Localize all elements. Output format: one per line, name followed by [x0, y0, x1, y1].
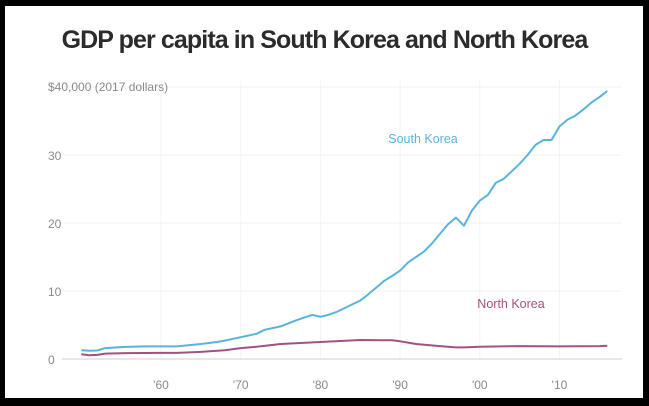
axes: 0 10 20 30 '60 '70 '80 '90 '00 '10: [48, 149, 622, 392]
chart-card: [5, 6, 643, 398]
series-line-south-korea: [81, 90, 608, 352]
y-tick-label: 30: [48, 149, 62, 163]
chart-title: GDP per capita in South Korea and North …: [61, 26, 589, 54]
y-axis-label: $40,000 (2017 dollars): [48, 80, 168, 94]
x-tick-label: '60: [153, 378, 169, 392]
x-tick-label: '90: [392, 378, 408, 392]
y-tick-label: 10: [48, 285, 62, 299]
x-tick-label: '80: [313, 378, 329, 392]
x-tick-label: '70: [233, 378, 249, 392]
y-tick-label: 20: [48, 217, 62, 231]
series-label-north-korea: North Korea: [477, 297, 544, 311]
gridlines: [62, 80, 622, 359]
series-label-south-korea: South Korea: [388, 132, 458, 146]
x-tick-label: '00: [472, 378, 488, 392]
x-tick-label: '10: [552, 378, 568, 392]
series-lines: [81, 90, 608, 357]
series-line-north-korea: [81, 339, 608, 357]
y-tick-label: 0: [48, 353, 55, 367]
